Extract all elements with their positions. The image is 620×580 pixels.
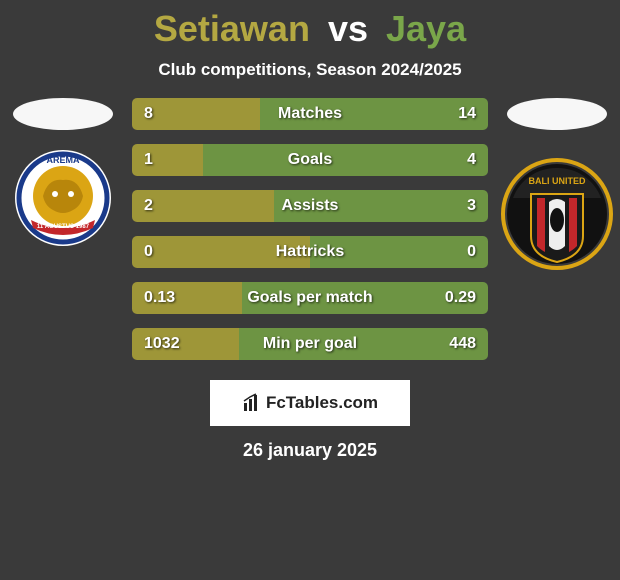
crest-right-text: BALI UNITED xyxy=(529,176,586,186)
stat-label: Hattricks xyxy=(132,236,488,268)
stat-label: Matches xyxy=(132,98,488,130)
stat-row: 23Assists xyxy=(132,190,488,222)
watermark: FcTables.com xyxy=(210,380,410,426)
stat-label: Assists xyxy=(132,190,488,222)
title-player1: Setiawan xyxy=(154,8,310,49)
side-right: BALI UNITED xyxy=(502,98,612,270)
crest-right: BALI UNITED xyxy=(501,158,613,270)
title-vs: vs xyxy=(328,8,368,49)
stat-row: 0.130.29Goals per match xyxy=(132,282,488,314)
ellipse-left xyxy=(13,98,113,130)
stat-row: 1032448Min per goal xyxy=(132,328,488,360)
date-text: 26 january 2025 xyxy=(0,440,620,461)
ellipse-right xyxy=(507,98,607,130)
stat-label: Goals per match xyxy=(132,282,488,314)
watermark-text: FcTables.com xyxy=(266,393,378,413)
svg-text:AREMA: AREMA xyxy=(47,155,80,165)
crest-left: 11 AGUSTUS 1987 AREMA xyxy=(13,148,113,248)
svg-text:11 AGUSTUS 1987: 11 AGUSTUS 1987 xyxy=(37,224,90,230)
title: Setiawan vs Jaya xyxy=(0,0,620,50)
main-row: 11 AGUSTUS 1987 AREMA 814Matches 14Goals 2… xyxy=(0,98,620,374)
stat-row: 00Hattricks xyxy=(132,236,488,268)
stat-row: 814Matches xyxy=(132,98,488,130)
chart-icon xyxy=(242,393,262,413)
stats-block: 814Matches 14Goals 23Assists 00Hattricks 0.1… xyxy=(118,98,502,374)
stat-row: 14Goals xyxy=(132,144,488,176)
comparison-card: Setiawan vs Jaya Club competitions, Seas… xyxy=(0,0,620,580)
title-player2: Jaya xyxy=(386,8,466,49)
side-left: 11 AGUSTUS 1987 AREMA xyxy=(8,98,118,248)
subtitle: Club competitions, Season 2024/2025 xyxy=(0,60,620,80)
stat-label: Goals xyxy=(132,144,488,176)
stat-label: Min per goal xyxy=(132,328,488,360)
